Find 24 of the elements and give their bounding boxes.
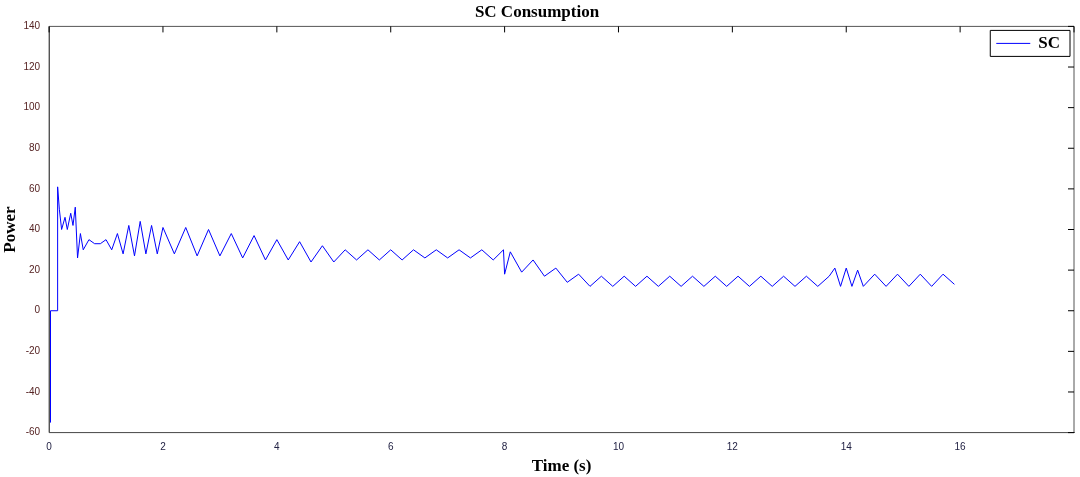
- y-tick-label: 100: [23, 101, 41, 113]
- x-tick-label: 4: [274, 441, 281, 453]
- chart-title: SC Consumption: [474, 1, 600, 21]
- x-tick-label: 16: [954, 441, 967, 453]
- x-axis-title: Time (s): [531, 456, 592, 476]
- x-tick-label: 10: [612, 441, 625, 453]
- y-tick-label: 20: [28, 263, 41, 275]
- x-tick-label: 12: [726, 441, 739, 453]
- y-axis-title: Power: [0, 205, 19, 253]
- x-tick-label: 6: [387, 441, 394, 453]
- x-tick-label: 2: [160, 441, 167, 453]
- y-tick-label: 0: [34, 304, 41, 316]
- y-tick-label: 80: [28, 142, 41, 154]
- y-tick-label: 40: [28, 223, 41, 235]
- x-tick-label: 14: [840, 441, 853, 453]
- y-tick-label: -40: [25, 385, 41, 397]
- y-tick-label: 120: [23, 60, 41, 72]
- x-tick-label: 0: [46, 441, 53, 453]
- y-tick-label: 140: [23, 20, 41, 32]
- legend-label: SC: [1038, 32, 1060, 52]
- x-tick-label: 8: [501, 441, 508, 453]
- y-tick-label: -60: [25, 426, 41, 438]
- y-tick-label: -20: [25, 345, 41, 357]
- y-tick-label: 60: [28, 182, 41, 194]
